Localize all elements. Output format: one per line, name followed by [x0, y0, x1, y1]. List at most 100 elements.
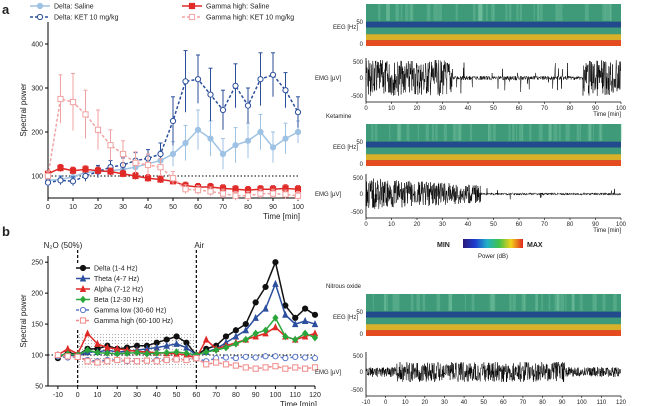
- time-tick-label: 50: [490, 106, 497, 112]
- legend-label: Gamma high: KET 10 mg/kg: [206, 15, 294, 22]
- data-point: [114, 356, 121, 364]
- eeg-texture: [458, 124, 462, 141]
- eeg-texture: [480, 4, 484, 21]
- data-point: [207, 135, 214, 142]
- data-point: [203, 335, 210, 343]
- eeg-texture: [554, 294, 559, 311]
- eeg-band: [366, 21, 621, 28]
- data-point: [169, 150, 177, 158]
- y-tick-label: 50: [35, 384, 43, 391]
- legend-marker: [79, 264, 87, 272]
- data-point: [69, 178, 77, 185]
- data-point: [272, 363, 279, 370]
- eeg-texture: [492, 124, 496, 141]
- data-point: [57, 177, 64, 184]
- data-point: [232, 82, 239, 89]
- eeg-texture: [448, 294, 453, 311]
- data-point: [213, 359, 220, 366]
- eeg-texture: [541, 294, 543, 311]
- x-tick-label: 50: [169, 204, 177, 211]
- eeg-tick-label: 50: [356, 140, 363, 146]
- data-point: [143, 350, 151, 358]
- data-point: [84, 329, 91, 337]
- eeg-texture: [559, 4, 563, 21]
- data-point: [94, 348, 101, 357]
- eeg-texture: [431, 124, 435, 141]
- data-point: [272, 259, 279, 266]
- legend-label: Theta (4-7 Hz): [94, 276, 139, 283]
- data-point: [173, 339, 180, 347]
- emg-tick-label: 0: [360, 192, 364, 198]
- eeg-texture: [472, 4, 476, 21]
- eeg-texture: [455, 4, 458, 21]
- data-point: [94, 359, 101, 366]
- eeg-texture: [588, 124, 592, 141]
- data-point: [282, 87, 289, 94]
- data-point: [242, 353, 249, 361]
- data-point: [153, 358, 160, 365]
- time-tick-label: -10: [362, 400, 371, 406]
- time-tick-label: 30: [439, 106, 446, 112]
- data-point: [169, 175, 177, 182]
- data-point: [302, 365, 309, 372]
- eeg-texture: [464, 294, 466, 311]
- data-point: [212, 346, 220, 354]
- chart-b: 50 100 150 200 250 -10 0 10 20 30 40 50 60 70 80 90 100 1…: [19, 241, 321, 406]
- emg-tick-label: 0: [360, 76, 364, 82]
- eeg-texture: [395, 4, 398, 21]
- data-point: [57, 164, 64, 172]
- eeg-texture: [378, 4, 381, 21]
- eeg-floor-band: [366, 330, 621, 336]
- eeg-texture: [536, 294, 539, 311]
- series-line: [57, 355, 316, 363]
- data-point: [123, 349, 131, 357]
- time-tick-label: 0: [384, 400, 388, 406]
- data-point: [157, 176, 164, 183]
- data-point: [54, 351, 61, 359]
- eeg-texture: [457, 124, 461, 141]
- data-point: [252, 365, 259, 372]
- eeg-texture: [605, 4, 610, 21]
- data-point: [232, 142, 239, 149]
- data-point: [133, 358, 141, 365]
- eeg-texture: [386, 4, 390, 21]
- emg-tick-label: -500: [351, 210, 364, 216]
- eeg-tick-label: 50: [356, 20, 363, 26]
- eeg-texture: [609, 4, 612, 21]
- data-point: [232, 362, 239, 369]
- event-marker-label: Air: [194, 241, 204, 250]
- eeg-texture: [491, 294, 495, 311]
- eeg-texture: [433, 4, 436, 21]
- data-point: [222, 354, 230, 361]
- y-tick-label: 200: [31, 130, 43, 137]
- data-point: [311, 355, 319, 362]
- legend-marker: [36, 2, 44, 10]
- eeg-texture: [450, 294, 453, 311]
- data-point: [252, 313, 259, 321]
- data-point: [232, 340, 240, 348]
- legend-background: [72, 264, 162, 328]
- x-tick-label: 70: [212, 392, 220, 399]
- emg-tick-label: 500: [353, 60, 364, 66]
- data-point: [262, 364, 269, 371]
- data-point: [157, 164, 164, 171]
- data-point: [104, 349, 111, 357]
- eeg-texture: [505, 4, 508, 21]
- eeg-texture: [538, 124, 543, 141]
- data-point: [282, 135, 289, 142]
- data-point: [294, 128, 302, 136]
- data-point: [183, 349, 190, 357]
- data-point: [182, 78, 189, 85]
- eeg-texture: [556, 4, 560, 21]
- eeg-texture: [410, 294, 414, 311]
- time-tick-label: 20: [414, 106, 421, 112]
- data-point: [272, 323, 279, 331]
- data-point: [244, 102, 252, 109]
- eeg-texture: [489, 294, 493, 311]
- panel-title: Nitrous oxide: [326, 284, 362, 290]
- x-tick-label: 10: [69, 204, 77, 211]
- data-point: [119, 150, 127, 158]
- emg-trace: [365, 59, 621, 96]
- data-point: [203, 361, 210, 368]
